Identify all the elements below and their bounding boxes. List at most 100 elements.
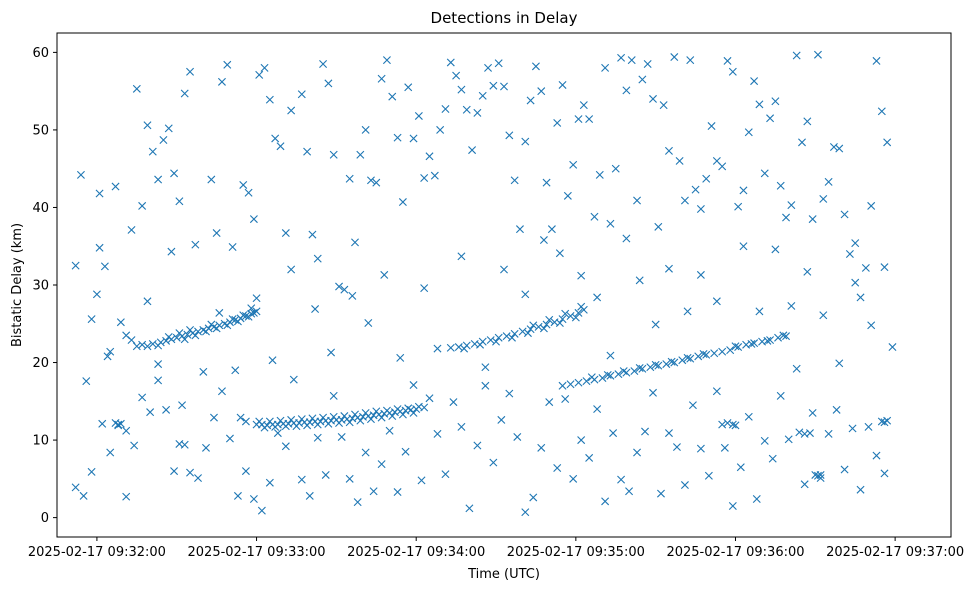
data-point — [87, 315, 96, 324]
data-point — [202, 443, 210, 452]
data-point — [241, 467, 250, 476]
data-point — [494, 333, 503, 342]
data-point — [441, 104, 450, 113]
data-point — [297, 475, 306, 484]
data-point — [664, 264, 673, 273]
data-point — [510, 176, 519, 185]
data-point — [327, 348, 336, 357]
data-point — [489, 81, 498, 90]
data-point — [832, 405, 841, 414]
data-point — [457, 85, 466, 94]
data-point — [601, 63, 610, 72]
x-tick-label: 2025-02-17 09:34:00 — [347, 545, 485, 560]
data-point — [646, 363, 655, 372]
data-point — [829, 142, 838, 151]
data-point — [840, 210, 849, 219]
data-point — [414, 111, 423, 120]
data-point — [154, 341, 163, 350]
data-point — [571, 313, 580, 322]
data-point — [239, 180, 248, 189]
data-point — [468, 146, 477, 155]
data-point — [228, 315, 237, 324]
data-point — [755, 307, 764, 316]
data-point — [212, 324, 221, 333]
data-point — [590, 212, 599, 221]
data-point — [883, 416, 892, 425]
data-point — [851, 278, 860, 287]
data-point — [513, 432, 522, 441]
data-point — [209, 413, 218, 422]
data-point — [319, 413, 328, 422]
data-point — [348, 291, 357, 300]
data-point — [539, 236, 548, 245]
y-tick-label: 40 — [32, 201, 49, 216]
data-point — [244, 312, 253, 321]
data-point — [122, 492, 131, 501]
x-tick-label: 2025-02-17 09:33:00 — [188, 545, 326, 560]
data-point — [465, 504, 474, 513]
data-point — [867, 201, 876, 210]
data-point — [609, 429, 618, 438]
data-point — [622, 234, 631, 243]
data-point — [162, 336, 171, 345]
data-point — [635, 363, 644, 372]
data-point — [335, 419, 344, 428]
data-point — [718, 420, 727, 429]
data-point — [848, 424, 857, 433]
data-point — [489, 458, 498, 467]
data-point — [175, 197, 184, 206]
data-point — [71, 261, 80, 270]
data-point — [585, 453, 594, 462]
data-point — [449, 398, 458, 407]
data-point — [454, 343, 463, 352]
data-point — [425, 394, 434, 403]
data-point — [393, 488, 402, 497]
data-point — [601, 497, 610, 506]
data-point — [252, 294, 261, 303]
x-tick-label: 2025-02-17 09:36:00 — [666, 545, 804, 560]
data-point — [553, 118, 562, 127]
data-point — [784, 435, 793, 444]
x-tick-label: 2025-02-17 09:32:00 — [28, 545, 166, 560]
data-point — [345, 174, 354, 183]
data-point — [521, 290, 530, 299]
data-point — [297, 415, 306, 424]
data-point — [763, 336, 772, 345]
data-point — [542, 178, 551, 187]
data-point — [619, 367, 628, 376]
data-point — [369, 487, 378, 496]
data-point — [603, 370, 612, 379]
data-point — [595, 170, 604, 179]
data-point — [297, 90, 306, 99]
data-point — [396, 353, 405, 362]
data-point — [324, 419, 333, 428]
data-point — [686, 354, 695, 363]
data-point — [856, 293, 865, 302]
data-point — [805, 429, 814, 438]
data-point — [638, 75, 647, 84]
data-point — [611, 164, 620, 173]
data-point — [92, 290, 101, 299]
data-point — [329, 391, 338, 400]
data-point — [122, 426, 131, 435]
data-point — [813, 50, 822, 59]
data-point — [702, 350, 711, 359]
data-point — [614, 370, 623, 379]
data-point — [175, 329, 184, 338]
data-point — [555, 319, 564, 327]
data-point — [792, 51, 801, 60]
data-point — [366, 176, 375, 185]
data-point — [425, 152, 434, 161]
data-point — [696, 205, 705, 214]
data-point — [281, 422, 290, 431]
data-point — [409, 408, 418, 417]
data-point — [71, 483, 80, 492]
data-point — [148, 147, 157, 156]
data-point — [787, 301, 796, 310]
data-point — [361, 448, 370, 457]
data-point — [287, 265, 296, 274]
data-point — [542, 320, 551, 329]
data-point — [143, 121, 152, 130]
data-point — [138, 201, 147, 210]
data-point — [116, 318, 125, 327]
